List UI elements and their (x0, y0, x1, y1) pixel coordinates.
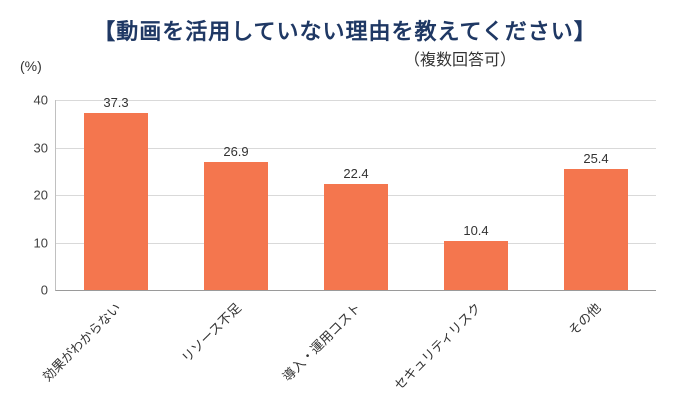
y-axis-unit-label: (%) (20, 58, 42, 74)
x-category-label: リソース不足 (178, 300, 244, 366)
y-tick-label: 40 (33, 92, 48, 108)
x-category-label: 効果がわからない (39, 300, 124, 385)
y-tick-label: 0 (40, 282, 48, 298)
chart-title: 【動画を活用していない理由を教えてください】 (93, 19, 597, 44)
x-category-label: その他 (565, 300, 604, 339)
bar (444, 240, 508, 290)
chart-subtitle: （複数回答可） (403, 52, 516, 69)
bar-value-label: 26.9 (223, 144, 249, 160)
bar (564, 169, 628, 290)
bar-value-label: 25.4 (583, 151, 609, 167)
x-category-label: セキュリティリスク (390, 300, 484, 393)
y-tick-label: 20 (33, 187, 48, 203)
bar (204, 162, 268, 290)
bar-value-label: 37.3 (103, 94, 129, 110)
bar (324, 183, 388, 290)
gridline (56, 100, 656, 101)
plot-area: 37.3 26.9 22.4 10.4 25.4 (55, 95, 656, 291)
bar-value-label: 10.4 (463, 222, 489, 238)
gridline (56, 147, 656, 149)
y-axis: 0 10 20 30 40 (0, 93, 48, 298)
y-tick-label: 10 (33, 235, 48, 250)
x-axis-labels: 効果がわからない リソース不足 導入・運用コスト セキュリティリスク その他 (40, 294, 655, 414)
bar (84, 112, 148, 290)
x-category-label: 導入・運用コスト (279, 300, 364, 385)
y-tick-label: 30 (33, 140, 48, 155)
bar-value-label: 22.4 (343, 165, 369, 181)
